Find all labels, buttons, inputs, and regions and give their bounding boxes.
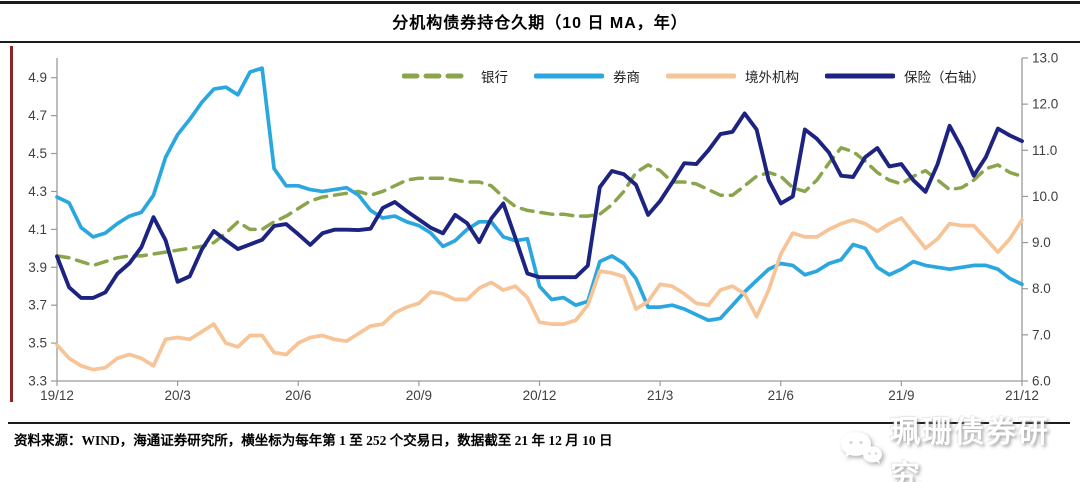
svg-text:4.7: 4.7	[28, 108, 47, 123]
svg-text:3.3: 3.3	[28, 374, 47, 389]
svg-text:13.0: 13.0	[1032, 51, 1058, 66]
top-divider	[0, 1, 1080, 4]
svg-text:3.9: 3.9	[28, 260, 47, 275]
legend-label: 境外机构	[745, 70, 799, 85]
footer-divider	[8, 422, 1070, 424]
svg-text:7.0: 7.0	[1032, 327, 1051, 342]
legend-label: 保险（右轴）	[904, 70, 985, 85]
svg-text:3.7: 3.7	[28, 298, 47, 313]
title-divider	[0, 41, 1080, 43]
svg-text:21/6: 21/6	[768, 388, 794, 403]
svg-text:21/9: 21/9	[888, 388, 914, 403]
left-accent-bar	[10, 46, 13, 402]
svg-text:10.0: 10.0	[1032, 189, 1058, 204]
svg-text:4.5: 4.5	[28, 146, 47, 161]
legend-item: 保险（右轴）	[825, 66, 985, 86]
legend-item: 境外机构	[666, 66, 799, 86]
wechat-bubbles-icon	[838, 429, 884, 474]
legend-swatch-line	[402, 73, 472, 79]
chart-legend: 银行 券商 境外机构 保险（右轴）	[402, 66, 985, 86]
svg-text:21/3: 21/3	[647, 388, 673, 403]
svg-text:20/9: 20/9	[406, 388, 432, 403]
svg-text:8.0: 8.0	[1032, 281, 1051, 296]
legend-item: 券商	[534, 66, 640, 86]
svg-text:12.0: 12.0	[1032, 97, 1058, 112]
source-note: 资料来源：WIND，海通证券研究所，横坐标为每年第 1 至 252 个交易日，数…	[14, 433, 613, 448]
legend-label: 银行	[481, 70, 508, 85]
legend-swatch-line	[825, 73, 895, 79]
svg-text:21/12: 21/12	[1005, 388, 1039, 403]
svg-text:6.0: 6.0	[1032, 374, 1051, 389]
svg-text:20/6: 20/6	[285, 388, 311, 403]
legend-swatch-line	[534, 73, 604, 79]
legend-label: 券商	[613, 70, 640, 85]
svg-text:19/12: 19/12	[40, 388, 74, 403]
svg-text:20/12: 20/12	[523, 388, 557, 403]
legend-swatch-line	[666, 73, 736, 79]
legend-item: 银行	[402, 66, 508, 86]
svg-text:4.1: 4.1	[28, 222, 47, 237]
svg-text:20/3: 20/3	[164, 388, 190, 403]
svg-text:4.9: 4.9	[28, 70, 47, 85]
chart-title: 分机构债券持仓久期（10 日 MA，年）	[392, 15, 688, 32]
svg-text:11.0: 11.0	[1032, 143, 1057, 158]
watermark-text: 珮珊债券研究	[890, 416, 1050, 482]
svg-text:3.5: 3.5	[28, 336, 47, 351]
svg-text:9.0: 9.0	[1032, 235, 1051, 250]
svg-text:4.3: 4.3	[28, 184, 47, 199]
watermark-logo: 珮珊债券研究	[838, 407, 1080, 482]
